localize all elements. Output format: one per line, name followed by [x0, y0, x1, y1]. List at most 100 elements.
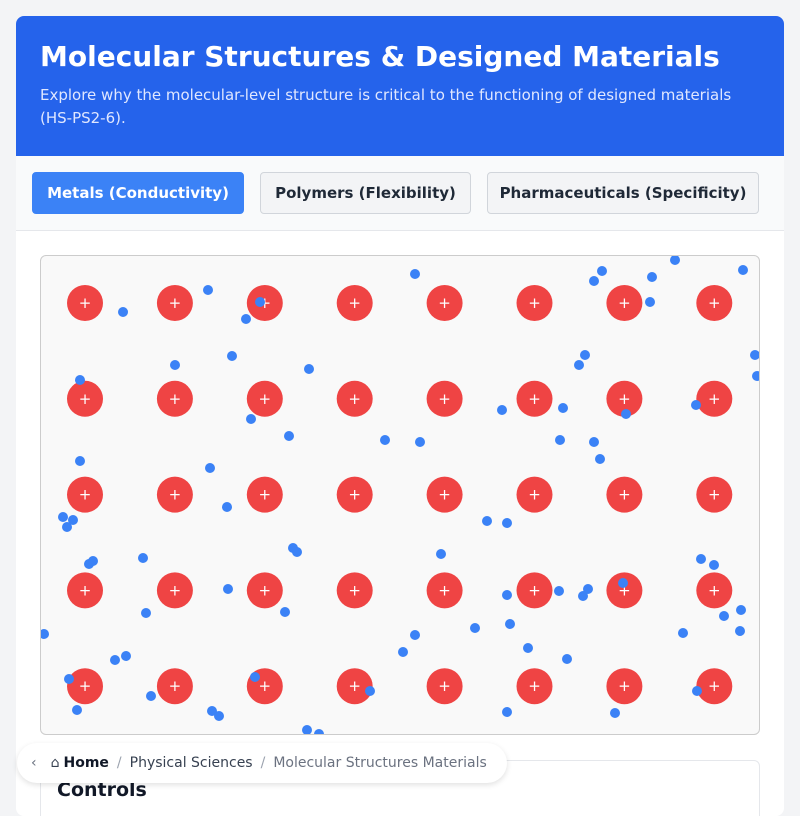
metal-ion: + [336, 476, 373, 513]
electron [562, 654, 572, 664]
electron [88, 556, 98, 566]
metal-ion: + [246, 380, 283, 417]
electron [205, 463, 215, 473]
svg-text:+: + [348, 390, 361, 408]
svg-text:+: + [169, 390, 182, 408]
electron [255, 297, 265, 307]
electron [203, 285, 213, 295]
electron [670, 256, 680, 265]
page-subtitle: Explore why the molecular-level structur… [40, 86, 732, 127]
electron [118, 307, 128, 317]
metal-ion: + [696, 285, 733, 321]
metal-ion: + [516, 572, 553, 609]
metal-ion: + [516, 285, 553, 321]
metal-ion: + [156, 285, 193, 321]
breadcrumb-physical-sciences[interactable]: Physical Sciences [129, 755, 253, 771]
electron [146, 691, 156, 701]
electron [141, 608, 151, 618]
breadcrumb: ‹ ⌂ Home / Physical Sciences / Molecular… [17, 743, 507, 783]
electron [709, 560, 719, 570]
metal-ion: + [696, 668, 733, 705]
metal-ion: + [426, 668, 463, 705]
electron [75, 375, 85, 385]
electron [470, 623, 480, 633]
electron [284, 431, 294, 441]
svg-text:+: + [348, 486, 361, 504]
metal-ion: + [336, 668, 373, 705]
metal-ion: + [696, 572, 733, 609]
breadcrumb-separator: / [260, 755, 266, 771]
svg-text:+: + [169, 677, 182, 695]
svg-text:+: + [259, 486, 272, 504]
metal-ion: + [67, 380, 103, 417]
electron [678, 628, 688, 638]
electron [410, 630, 420, 640]
electron [75, 456, 85, 466]
electron [302, 725, 312, 734]
electron [314, 729, 324, 734]
metal-ion: + [426, 380, 463, 417]
simulation-canvas[interactable]: ++++++++++++++++++++++++++++++++++++++++ [40, 255, 760, 735]
metal-ion: + [246, 572, 283, 609]
electron [719, 611, 729, 621]
electron [497, 405, 507, 415]
electron [41, 629, 49, 639]
metal-ion: + [516, 476, 553, 513]
svg-text:+: + [708, 677, 721, 695]
electron [554, 586, 564, 596]
metal-ion: + [336, 572, 373, 609]
metal-ion: + [246, 476, 283, 513]
electron [380, 435, 390, 445]
tab-pharmaceuticals[interactable]: Pharmaceuticals (Specificity) [487, 172, 759, 214]
electron [502, 707, 512, 717]
metal-ion: + [156, 572, 193, 609]
metal-ion: + [516, 668, 553, 705]
electron [505, 619, 515, 629]
electron [595, 454, 605, 464]
header: Molecular Structures & Designed Material… [16, 16, 784, 156]
electron [170, 360, 180, 370]
svg-text:+: + [79, 486, 92, 504]
metal-ion: + [67, 476, 103, 513]
svg-text:+: + [618, 486, 631, 504]
svg-text:+: + [79, 677, 92, 695]
svg-text:+: + [259, 581, 272, 599]
breadcrumb-separator: / [116, 755, 122, 771]
electron [589, 276, 599, 286]
svg-text:+: + [618, 677, 631, 695]
svg-text:+: + [708, 581, 721, 599]
electron [223, 584, 233, 594]
tab-metals[interactable]: Metals (Conductivity) [32, 172, 244, 214]
breadcrumb-home[interactable]: Home [63, 755, 109, 771]
metal-ion: + [606, 380, 643, 417]
electron [110, 655, 120, 665]
electron [738, 265, 748, 275]
metal-ion: + [606, 285, 643, 321]
tab-polymers[interactable]: Polymers (Flexibility) [260, 172, 471, 214]
svg-text:+: + [528, 294, 541, 312]
electron [692, 686, 702, 696]
svg-text:+: + [618, 390, 631, 408]
svg-text:+: + [528, 581, 541, 599]
svg-text:+: + [259, 677, 272, 695]
breadcrumb-current: Molecular Structures Materials [273, 755, 487, 771]
electron [691, 400, 701, 410]
electron [610, 708, 620, 718]
svg-text:+: + [528, 390, 541, 408]
metal-ion: + [426, 476, 463, 513]
metal-ion: + [156, 380, 193, 417]
controls-title: Controls [57, 779, 147, 801]
svg-text:+: + [348, 294, 361, 312]
svg-text:+: + [79, 390, 92, 408]
electron [72, 705, 82, 715]
metal-ion: + [67, 668, 103, 705]
electron [647, 272, 657, 282]
svg-text:+: + [438, 390, 451, 408]
metal-ion: + [606, 476, 643, 513]
electron [555, 435, 565, 445]
chevron-left-icon[interactable]: ‹ [31, 755, 37, 771]
electron [398, 647, 408, 657]
svg-text:+: + [169, 294, 182, 312]
svg-text:+: + [348, 677, 361, 695]
svg-text:+: + [708, 294, 721, 312]
